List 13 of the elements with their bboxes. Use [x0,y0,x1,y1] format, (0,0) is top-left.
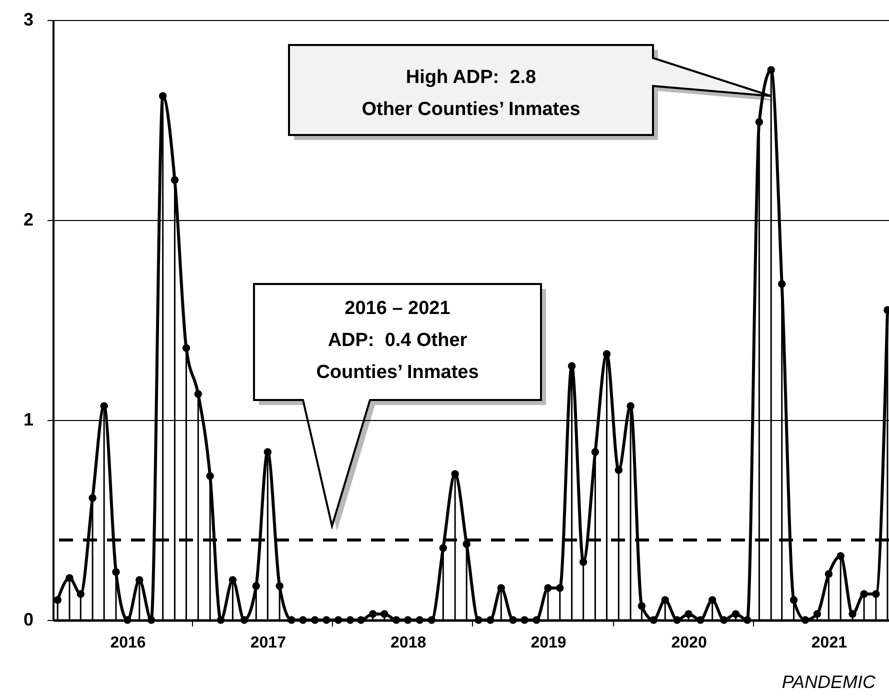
x-tick-label: 2017 [250,634,286,652]
y-tick-label: 2 [23,210,34,230]
y-tick-label: 1 [23,410,34,430]
text: PANDEMIC [782,672,877,692]
x-tick-label: 2020 [671,634,707,652]
ref-line-label: 2016 – 2021 ADP: 0.4 Other Counties’ Inmates [316,298,479,383]
x-tick-label: 2019 [530,634,566,652]
y-tick-label: 0 [23,610,34,630]
annotation: High ADP: 2.8 Other Counties’ Inmates [362,67,580,120]
x-tick-label: 2016 [110,634,146,652]
y-tick-label: 3 [23,10,34,30]
x-tick-label: 2021 [811,634,848,652]
x-tick-label: 2018 [390,634,426,652]
